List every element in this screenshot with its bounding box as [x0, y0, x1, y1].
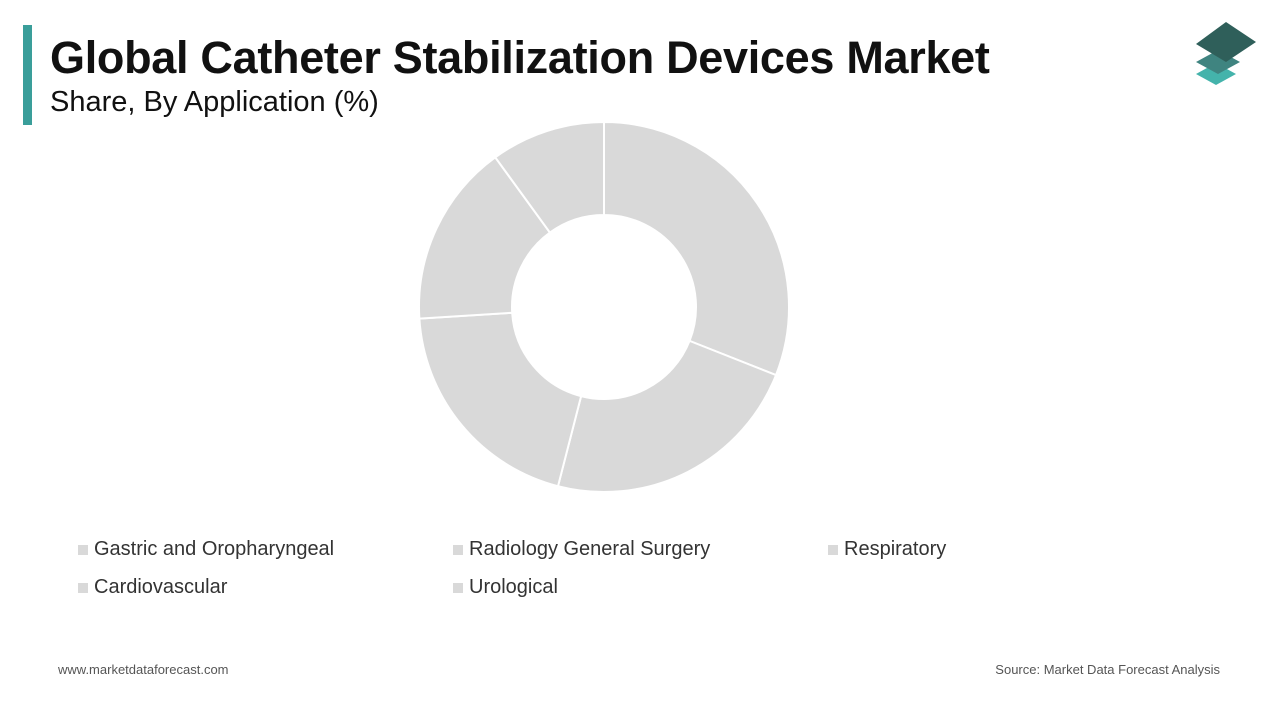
donut-slice-cardiovascular	[418, 155, 552, 320]
legend-item: Urological	[453, 576, 558, 599]
accent-bar	[23, 25, 32, 125]
legend-item: Cardiovascular	[78, 576, 227, 599]
legend-label: Radiology General Surgery	[469, 538, 711, 560]
legend-swatch	[453, 544, 463, 555]
page-title: Global Catheter Stabilization Devices Ma…	[50, 32, 990, 83]
donut-slice-radiology-general-surgery	[556, 339, 778, 493]
donut-slice-gastric-and-oropharyngeal	[603, 120, 790, 377]
legend-swatch	[78, 544, 88, 555]
donut-slice-respiratory	[418, 311, 583, 488]
legend-item: Radiology General Surgery	[453, 538, 710, 561]
legend-swatch	[78, 582, 88, 593]
legend-item: Respiratory	[828, 538, 946, 561]
legend-label: Cardiovascular	[94, 576, 228, 598]
donut-slice-urological	[493, 120, 605, 234]
legend-swatch	[828, 544, 838, 555]
page-subtitle: Share, By Application (%)	[50, 86, 379, 118]
legend-label: Gastric and Oropharyngeal	[94, 538, 335, 560]
logo-layer-top	[1196, 22, 1256, 62]
legend-item: Gastric and Oropharyngeal	[78, 538, 334, 561]
legend-label: Urological	[469, 576, 558, 598]
website-footer: www.marketdataforecast.com	[58, 662, 229, 677]
legend-label: Respiratory	[844, 538, 947, 560]
stacked-layers-icon	[1196, 22, 1256, 85]
source-footer: Source: Market Data Forecast Analysis	[995, 662, 1220, 677]
legend-swatch	[453, 582, 463, 593]
